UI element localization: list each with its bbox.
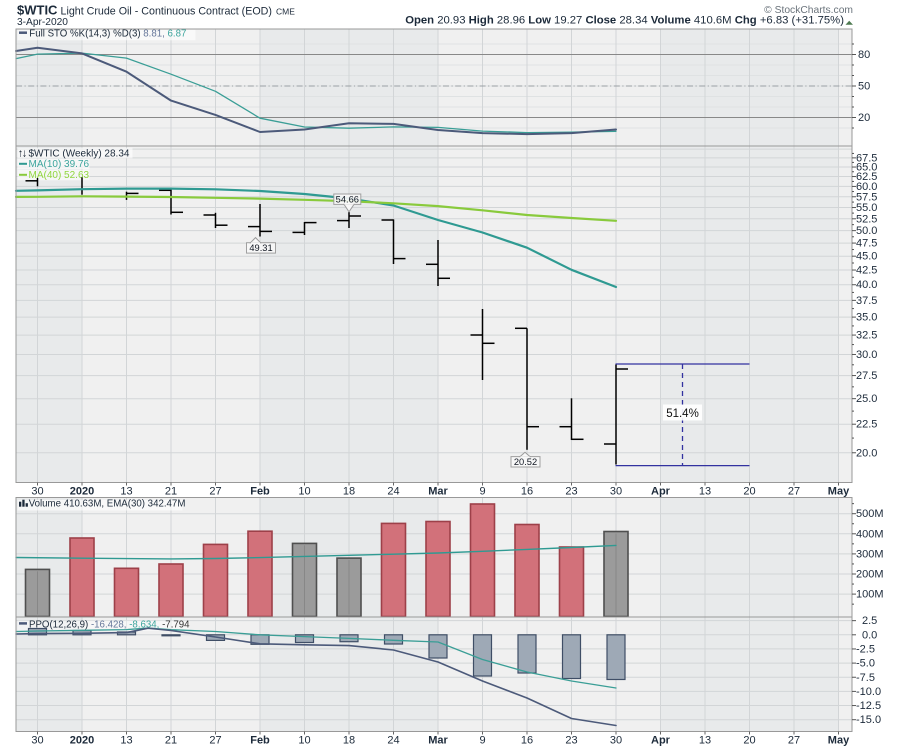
svg-text:↑↓: ↑↓ [18,148,27,160]
svg-text:Mar: Mar [428,735,448,747]
svg-text:30: 30 [610,735,622,747]
svg-text:47.5: 47.5 [856,238,877,250]
svg-text:$WTIC: $WTIC [17,3,58,18]
svg-text:0.0: 0.0 [862,629,877,641]
svg-text:20: 20 [743,485,755,497]
svg-text:CME: CME [276,7,295,17]
svg-text:50: 50 [858,81,870,93]
svg-text:Mar: Mar [428,485,448,497]
svg-text:20.52: 20.52 [514,457,537,467]
svg-text:16: 16 [521,735,533,747]
svg-text:30: 30 [31,485,43,497]
svg-text:49.31: 49.31 [249,243,272,253]
svg-text:37.5: 37.5 [856,295,877,307]
svg-text:54.66: 54.66 [336,195,359,205]
svg-text:57.5: 57.5 [856,191,877,203]
svg-text:Feb: Feb [250,735,270,747]
svg-text:80: 80 [858,49,870,61]
svg-text:23: 23 [565,735,577,747]
svg-text:500M: 500M [856,508,884,520]
svg-text:-10.0: -10.0 [856,686,881,698]
svg-text:27.5: 27.5 [856,370,877,382]
svg-text:20: 20 [858,112,870,124]
svg-text:30.0: 30.0 [856,349,877,361]
svg-text:42.5: 42.5 [856,265,877,277]
svg-text:Full STO %K(14,3) %D(3) 8.81,: Full STO %K(14,3) %D(3) 8.81, 6.87 [29,28,186,39]
svg-text:2.5: 2.5 [862,615,877,627]
svg-text:21: 21 [165,735,177,747]
svg-text:10: 10 [298,735,310,747]
svg-text:9: 9 [479,485,485,497]
svg-text:13: 13 [120,485,132,497]
svg-text:100M: 100M [856,589,884,601]
svg-text:© StockCharts.com: © StockCharts.com [764,5,853,16]
svg-text:55.0: 55.0 [856,202,877,214]
svg-text:-2.5: -2.5 [856,643,875,655]
svg-text:-15.0: -15.0 [856,714,881,726]
svg-text:18: 18 [343,485,355,497]
svg-text:13: 13 [699,735,711,747]
svg-text:2020: 2020 [70,735,94,747]
svg-text:13: 13 [120,735,132,747]
svg-text:21: 21 [165,485,177,497]
svg-text:24: 24 [387,735,399,747]
svg-text:20: 20 [743,735,755,747]
svg-text:22.5: 22.5 [856,419,877,431]
svg-text:MA(40) 52.63: MA(40) 52.63 [29,170,90,181]
svg-text:67.5: 67.5 [856,152,877,164]
svg-text:62.5: 62.5 [856,171,877,183]
svg-text:25.0: 25.0 [856,393,877,405]
svg-text:MA(10) 39.76: MA(10) 39.76 [29,159,90,170]
svg-text:51.4%: 51.4% [666,408,699,420]
svg-text:-5.0: -5.0 [856,658,875,670]
svg-text:400M: 400M [856,528,884,540]
svg-text:20.0: 20.0 [856,447,877,459]
svg-text:27: 27 [788,485,800,497]
svg-text:50.0: 50.0 [856,225,877,237]
svg-text:27: 27 [788,735,800,747]
svg-text:30: 30 [31,735,43,747]
svg-text:May: May [828,485,850,497]
svg-text:16: 16 [521,485,533,497]
svg-text:27: 27 [209,735,221,747]
svg-text:3-Apr-2020: 3-Apr-2020 [17,17,68,28]
svg-text:$WTIC (Weekly) 28.34: $WTIC (Weekly) 28.34 [29,148,130,159]
svg-text:13: 13 [699,485,711,497]
svg-text:200M: 200M [856,569,884,581]
svg-text:Feb: Feb [250,485,270,497]
svg-text:PPO(12,26,9) -16.428, -8.634,: PPO(12,26,9) -16.428, -8.634, -7.794 [29,619,190,630]
svg-text:52.5: 52.5 [856,213,877,225]
svg-text:-12.5: -12.5 [856,700,881,712]
svg-text:2020: 2020 [70,485,94,497]
svg-text:300M: 300M [856,548,884,560]
svg-text:9: 9 [479,735,485,747]
svg-text:24: 24 [387,485,399,497]
svg-text:Apr: Apr [651,735,671,747]
svg-text:40.0: 40.0 [856,279,877,291]
svg-text:32.5: 32.5 [856,330,877,342]
svg-text:60.0: 60.0 [856,181,877,193]
svg-text:18: 18 [343,735,355,747]
svg-text:Apr: Apr [651,485,671,497]
svg-text:Open 20.93 High 28.96 Low 19.2: Open 20.93 High 28.96 Low 19.27 Close 28… [405,15,844,27]
svg-text:Volume 410.63M, EMA(30) 342.47: Volume 410.63M, EMA(30) 342.47M [29,499,186,510]
svg-text:30: 30 [610,485,622,497]
svg-text:May: May [828,735,850,747]
svg-text:23: 23 [565,485,577,497]
svg-text:27: 27 [209,485,221,497]
svg-text:65.0: 65.0 [856,162,877,174]
svg-text:Light Crude Oil - Continuous C: Light Crude Oil - Continuous Contract (E… [61,6,272,18]
svg-text:10: 10 [298,485,310,497]
svg-text:45.0: 45.0 [856,251,877,263]
svg-text:35.0: 35.0 [856,312,877,324]
svg-text:-7.5: -7.5 [856,672,875,684]
